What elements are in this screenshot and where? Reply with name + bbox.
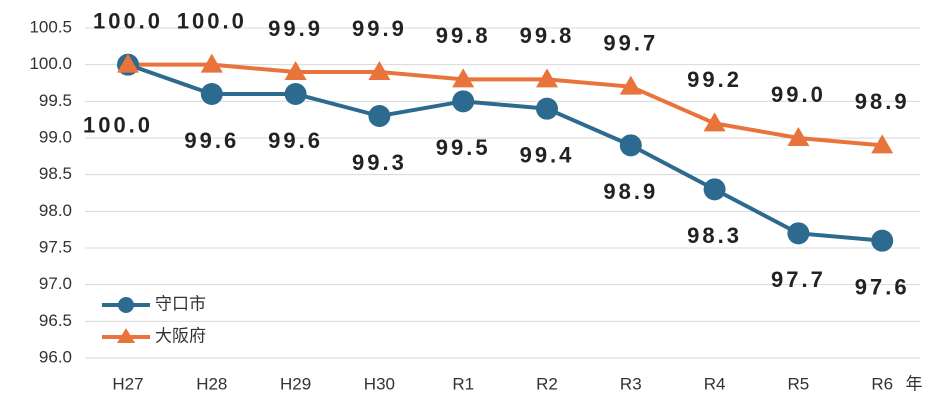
value-label: 98.9 <box>855 89 910 114</box>
value-label: 97.6 <box>855 274 910 299</box>
legend-label: 大阪府 <box>155 326 206 345</box>
value-label: 100.0 <box>177 8 247 33</box>
y-tick-label: 100.0 <box>29 54 72 73</box>
y-tick-label: 96.5 <box>39 311 72 330</box>
y-tick-label: 98.0 <box>39 201 72 220</box>
point-marker <box>871 229 894 252</box>
y-tick-label: 100.5 <box>29 17 72 36</box>
value-label: 99.8 <box>520 23 575 48</box>
point-marker <box>619 75 642 95</box>
point-marker <box>536 97 558 120</box>
value-label: 99.5 <box>436 135 491 160</box>
point-marker <box>787 127 810 146</box>
y-tick-label: 96.0 <box>39 347 72 366</box>
x-tick-label: R3 <box>620 374 642 393</box>
value-label: 100.0 <box>93 8 163 33</box>
value-label: 99.2 <box>687 67 742 92</box>
x-tick-label: H28 <box>196 374 227 393</box>
point-marker <box>117 53 139 73</box>
y-tick-label: 99.5 <box>39 91 72 110</box>
series-line <box>127 62 883 243</box>
point-marker <box>284 83 307 105</box>
x-tick-label: R6 <box>871 374 893 393</box>
point-marker <box>200 83 223 105</box>
point-marker <box>703 112 726 132</box>
value-label: 98.9 <box>603 179 658 204</box>
legend-marker <box>117 328 135 343</box>
y-tick-label: 97.0 <box>39 274 72 293</box>
point-marker <box>452 90 475 113</box>
point-marker <box>200 53 223 73</box>
point-marker <box>284 61 307 80</box>
x-tick-label: R2 <box>536 374 558 393</box>
value-label: 99.9 <box>268 16 323 41</box>
x-tick-label: R4 <box>704 374 726 393</box>
point-marker <box>452 68 475 88</box>
legend-label: 守口市 <box>155 294 206 313</box>
value-label: 99.4 <box>520 142 575 167</box>
y-tick-label: 97.5 <box>39 237 72 256</box>
value-label: 100.0 <box>83 112 153 137</box>
value-label: 99.6 <box>268 128 323 153</box>
x-tick-label: H29 <box>280 374 311 393</box>
value-label: 99.8 <box>436 23 491 48</box>
value-label: 99.7 <box>603 30 658 55</box>
x-tick-label: R5 <box>788 374 810 393</box>
series-line <box>128 62 883 148</box>
point-marker <box>368 61 391 80</box>
value-label: 97.7 <box>771 267 826 292</box>
value-label: 99.9 <box>352 16 407 41</box>
point-marker <box>368 105 391 127</box>
x-tick-label: H30 <box>364 374 395 393</box>
y-tick-label: 99.0 <box>39 127 72 146</box>
y-tick-label: 98.5 <box>39 164 72 183</box>
x-axis-label: 年 <box>906 374 923 393</box>
value-label: 99.3 <box>352 150 407 175</box>
value-label: 98.3 <box>687 223 742 248</box>
point-marker <box>871 134 894 154</box>
point-marker <box>703 178 726 201</box>
value-label: 99.6 <box>184 128 239 153</box>
value-label: 99.0 <box>771 82 826 107</box>
point-marker <box>619 134 642 157</box>
point-marker <box>536 68 558 88</box>
point-marker <box>787 222 810 245</box>
x-tick-label: R1 <box>452 374 474 393</box>
legend-marker <box>118 297 134 313</box>
x-tick-label: H27 <box>112 374 143 393</box>
